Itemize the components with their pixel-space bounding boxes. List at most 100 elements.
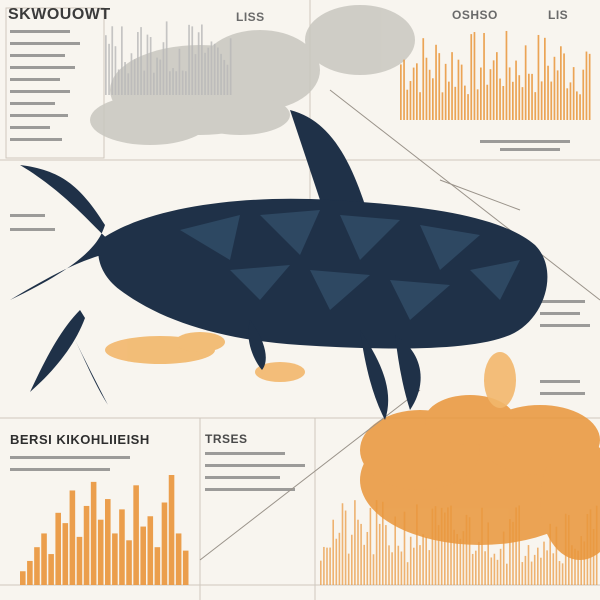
decor-bar bbox=[360, 523, 362, 585]
text-line bbox=[205, 488, 295, 491]
decor-bar bbox=[487, 522, 489, 585]
decor-bar bbox=[521, 87, 524, 120]
decor-bar bbox=[499, 548, 502, 585]
decor-bar bbox=[223, 59, 226, 95]
decor-bar bbox=[197, 32, 200, 95]
decor-bar bbox=[462, 531, 465, 585]
top-left-bar-cluster bbox=[105, 21, 232, 96]
decor-bar bbox=[595, 505, 598, 585]
decor-bar bbox=[188, 24, 190, 95]
decor-bar bbox=[515, 60, 517, 120]
whale bbox=[10, 110, 548, 420]
decor-bar bbox=[552, 553, 555, 585]
decor-bar bbox=[448, 81, 450, 120]
decor-bar bbox=[394, 516, 396, 585]
decor-bar bbox=[146, 34, 149, 95]
lower-left-small-heading: TRSES bbox=[205, 432, 248, 446]
decor-bar bbox=[464, 85, 466, 120]
decor-bar bbox=[357, 519, 359, 585]
decor-bar bbox=[149, 37, 152, 95]
decor-bar bbox=[432, 78, 434, 120]
decor-bar bbox=[486, 84, 489, 120]
decor-bar bbox=[492, 60, 495, 120]
decor-bar bbox=[588, 53, 591, 121]
decor-bar bbox=[579, 94, 581, 120]
decor-bar bbox=[547, 65, 549, 120]
decor-bar bbox=[457, 59, 460, 120]
decor-bar bbox=[549, 523, 551, 585]
top-left-panel-frame bbox=[5, 7, 105, 159]
decor-bar bbox=[159, 59, 162, 95]
decor-bar bbox=[213, 43, 216, 95]
decor-bar bbox=[409, 81, 412, 120]
decor-bar bbox=[156, 57, 158, 95]
decor-bar bbox=[447, 507, 449, 585]
decor-bar bbox=[320, 560, 322, 585]
decor-bar bbox=[467, 94, 469, 120]
decor-bar bbox=[574, 548, 576, 585]
chart-bar bbox=[62, 523, 69, 585]
bottom-left-bar-chart bbox=[20, 475, 189, 585]
decor-bar bbox=[586, 514, 589, 585]
decor-bar bbox=[566, 88, 569, 120]
decor-bar bbox=[471, 553, 474, 585]
decor-bar bbox=[558, 561, 561, 585]
decor-bar bbox=[133, 59, 136, 95]
text-line bbox=[480, 140, 570, 143]
decor-bar bbox=[178, 48, 181, 95]
decor-bar bbox=[425, 537, 427, 585]
decor-bar bbox=[111, 26, 114, 95]
text-line bbox=[540, 300, 585, 303]
decor-bar bbox=[582, 69, 585, 120]
decor-bar bbox=[564, 513, 567, 585]
decor-bar bbox=[490, 557, 493, 585]
decor-bar bbox=[473, 32, 476, 120]
decor-bar bbox=[400, 551, 403, 585]
decor-bar bbox=[537, 547, 539, 585]
decor-bar bbox=[412, 67, 415, 120]
decor-bar bbox=[577, 550, 579, 585]
decor-bar bbox=[169, 71, 171, 95]
decor-bar bbox=[534, 92, 537, 120]
decor-bar bbox=[435, 44, 437, 120]
decor-bar bbox=[425, 57, 428, 120]
text-line bbox=[10, 54, 65, 57]
decor-bar bbox=[546, 550, 548, 585]
decor-bar bbox=[406, 89, 409, 120]
decor-bar bbox=[153, 72, 155, 95]
chart-bar bbox=[175, 533, 182, 585]
decor-bar bbox=[563, 53, 565, 120]
decor-bar bbox=[351, 534, 353, 585]
decor-bar bbox=[378, 523, 381, 585]
decor-bar bbox=[204, 52, 206, 95]
decor-bar bbox=[583, 541, 586, 585]
decor-bar bbox=[108, 43, 110, 95]
chart-bar bbox=[161, 502, 168, 585]
decor-bar bbox=[162, 42, 165, 95]
text-line bbox=[540, 324, 590, 327]
decor-bar bbox=[347, 553, 350, 585]
decor-bar bbox=[391, 552, 393, 585]
chart-bar bbox=[168, 475, 175, 585]
decor-bar bbox=[210, 41, 213, 95]
decor-bar bbox=[561, 563, 564, 585]
lower-left-subheading: BERSI KIKOHLIIEISH bbox=[10, 432, 150, 447]
decor-bar bbox=[403, 59, 405, 120]
chart-bar bbox=[126, 540, 132, 585]
decor-bar bbox=[571, 545, 573, 585]
decor-bar bbox=[556, 70, 559, 120]
decor-bar bbox=[453, 529, 455, 585]
decor-bar bbox=[124, 62, 126, 95]
chart-bar bbox=[112, 533, 118, 585]
decor-bar bbox=[137, 32, 139, 95]
decor-bar bbox=[431, 508, 434, 585]
decor-bar bbox=[400, 64, 402, 120]
decor-bar bbox=[508, 67, 511, 120]
decor-bar bbox=[589, 509, 592, 585]
decor-bar bbox=[505, 30, 508, 120]
decor-bar bbox=[181, 70, 184, 95]
decor-bar bbox=[592, 529, 595, 585]
text-line bbox=[540, 312, 580, 315]
text-line bbox=[10, 138, 62, 141]
